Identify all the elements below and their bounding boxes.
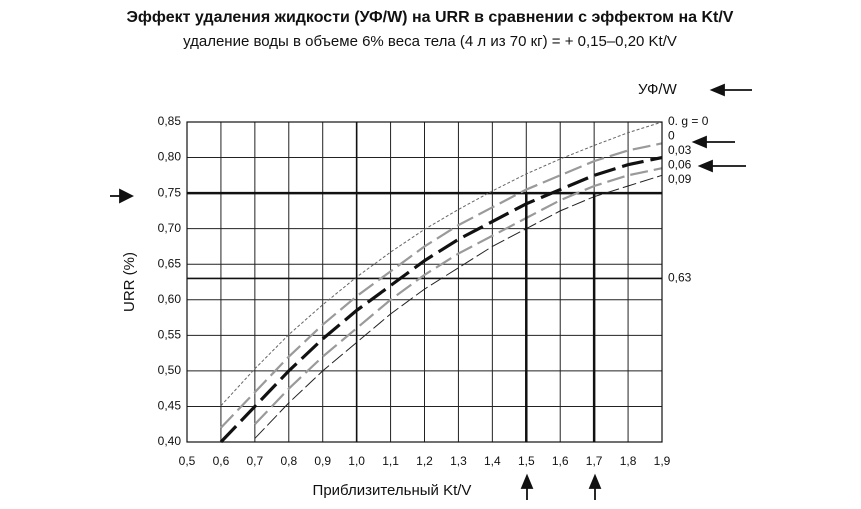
series-line: [220, 121, 663, 407]
x-tick-label: 1,9: [654, 454, 671, 468]
x-axis-label: Приблизительный Kt/V: [313, 482, 472, 499]
x-tick-label: 1,7: [586, 454, 603, 468]
series-label: 0,09: [668, 172, 692, 186]
x-tick-label: 1,6: [552, 454, 569, 468]
chart-title: Эффект удаления жидкости (УФ/W) на URR в…: [127, 9, 734, 26]
arrows: [110, 83, 752, 500]
y-tick-label: 0,55: [158, 328, 182, 342]
series-header: УФ/W: [638, 81, 678, 98]
y-tick-label: 0,70: [158, 221, 182, 235]
x-tick-label: 1,0: [348, 454, 365, 468]
plot-frame: [186, 121, 663, 443]
series-label: 0,03: [668, 143, 692, 157]
x-tick-label: 1,3: [450, 454, 467, 468]
y-tick-label: 0,45: [158, 399, 182, 413]
x-tick-label: 0,8: [280, 454, 297, 468]
y-tick-label: 0,75: [158, 185, 182, 199]
x-tick-label: 1,2: [416, 454, 433, 468]
y-tick-label: 0,50: [158, 363, 182, 377]
y-axis-label: URR (%): [121, 252, 138, 312]
series-label: 0: [668, 129, 675, 143]
x-tick-label: 1,5: [518, 454, 535, 468]
series-line: [219, 155, 663, 444]
x-tick-label: 0,6: [213, 454, 230, 468]
series-line: [220, 142, 663, 429]
series-label: 0,06: [668, 158, 692, 172]
series-label: 0. g = 0: [668, 114, 709, 128]
y-tick-label: 0,65: [158, 256, 182, 270]
x-tick-label: 0,5: [179, 454, 196, 468]
x-tick-label: 0,7: [247, 454, 264, 468]
y-tick-label: 0,80: [158, 150, 182, 164]
series-line: [254, 167, 663, 425]
reference-label: 0,63: [668, 271, 692, 285]
y-tick-label: 0,40: [158, 434, 182, 448]
x-tick-label: 1,8: [620, 454, 637, 468]
x-tick-label: 1,1: [382, 454, 399, 468]
y-tick-label: 0,60: [158, 292, 182, 306]
x-tick-label: 0,9: [314, 454, 331, 468]
x-tick-label: 1,4: [484, 454, 501, 468]
chart-subtitle: удаление воды в объеме 6% веса тела (4 л…: [183, 33, 677, 50]
y-tick-label: 0,85: [158, 114, 182, 128]
